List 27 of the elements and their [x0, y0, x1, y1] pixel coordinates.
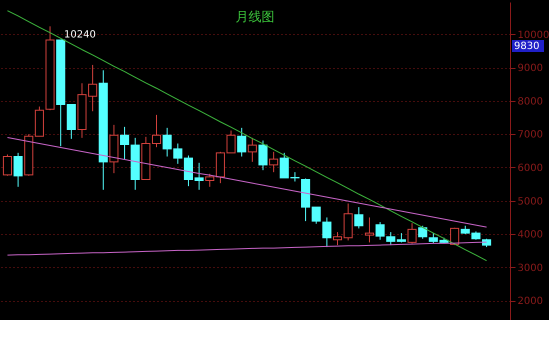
candlestick — [354, 206, 364, 229]
y-tick-label: 7000 — [518, 130, 543, 141]
y-tick-label: 3000 — [518, 262, 543, 274]
candlestick — [248, 137, 257, 162]
candlestick — [269, 151, 278, 173]
candlestick — [408, 222, 417, 244]
candlestick — [2, 154, 12, 176]
candlestick — [162, 127, 172, 158]
candlestick — [376, 222, 385, 240]
y-tick-label: 5000 — [518, 196, 543, 208]
candlestick — [14, 152, 23, 188]
y-tick-label: 10000 — [518, 30, 550, 41]
line-series — [6, 137, 488, 228]
y-tick-label: 4000 — [518, 230, 543, 241]
candlestick — [237, 127, 246, 158]
text: 月线图 — [236, 10, 274, 25]
line-series — [6, 10, 488, 262]
y-tick-label: 2000 — [518, 296, 543, 308]
y-tick-label: 9000 — [518, 63, 543, 74]
y-tick-label: 8000 — [518, 96, 543, 108]
candlestick — [364, 216, 374, 243]
candlestick — [258, 140, 268, 171]
y-tick-label: 6000 — [518, 162, 543, 174]
candlestick — [322, 216, 332, 248]
annotation: 10240 — [64, 29, 96, 40]
candlestick — [418, 225, 428, 240]
text: 9830 — [514, 41, 540, 52]
